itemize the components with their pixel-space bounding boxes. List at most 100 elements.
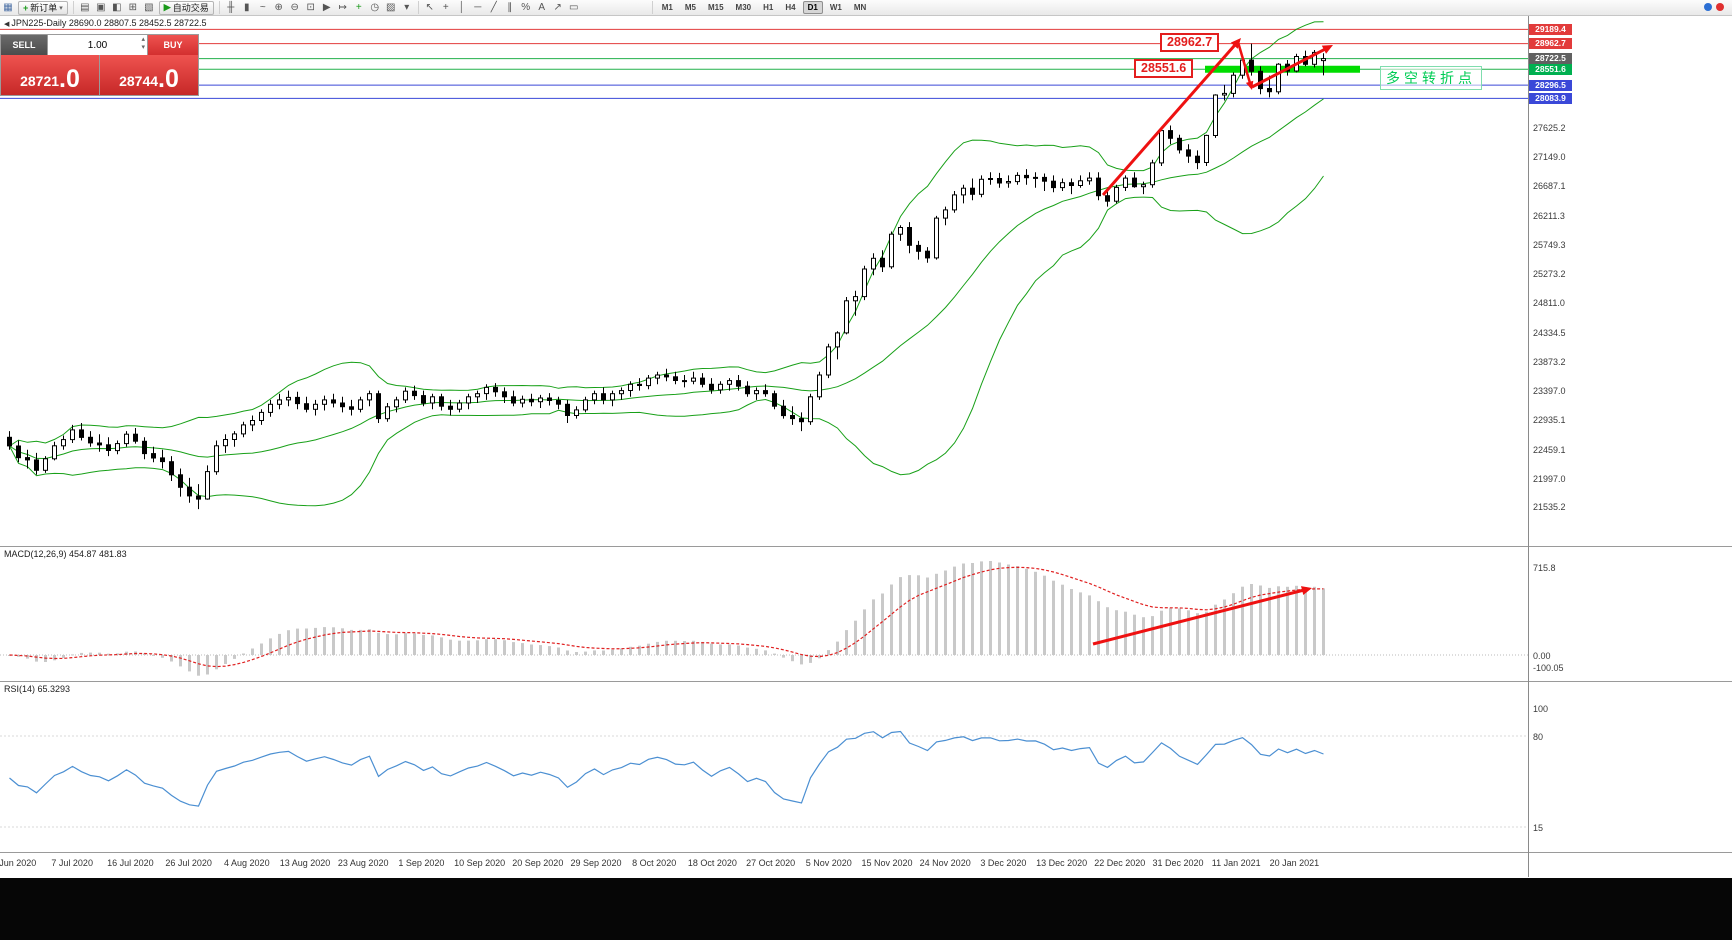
chart-shift-icon[interactable]: ↦ [338,2,347,13]
auto-trading-button[interactable]: ▶ 自动交易 [158,0,214,15]
pivot-note-label[interactable]: 多空转折点 [1380,66,1482,90]
price-badge: 28551.6 [1529,63,1572,75]
lot-size-field[interactable]: 1.00 ▴ ▾ [47,35,148,55]
zoom-out-icon[interactable]: ⊖ [290,2,299,13]
macd-axis[interactable]: 715.8 0.00 -100.05 [1528,547,1588,681]
zoom-in-icon[interactable]: ⊕ [274,2,283,13]
macd-signal-line [9,566,1324,668]
date-axis[interactable]: 8 Jun 2020 7 Jul 2020 16 Jul 2020 26 Jul 20… [0,853,1732,878]
chevron-down-icon: ▾ [59,4,63,12]
timeframe-h4[interactable]: H4 [785,3,796,12]
macd-arrow[interactable] [1092,586,1312,646]
navigator-icon[interactable]: ◧ [112,2,122,13]
buy-price-frac: .0 [158,65,179,93]
bar-chart-icon[interactable]: ╫ [227,2,235,13]
toolbar-corner-icons [1702,2,1726,13]
buy-price-main: 28744 [119,73,159,89]
date-label: 22 Dec 2020 [1094,858,1146,868]
price-tick: 22459.1 [1533,444,1566,455]
bottom-black-bar [0,878,1732,940]
alert-icon[interactable] [1716,2,1724,11]
macd-tick: 715.8 [1533,562,1556,573]
lot-size-value: 1.00 [87,39,108,51]
date-label: 29 Sep 2020 [570,858,622,868]
resistance-price-label[interactable]: 28962.7 [1160,33,1220,52]
rsi-label: RSI(14) 65.3293 [4,684,71,694]
price-tick: 21997.0 [1533,473,1566,484]
price-tick: 24811.0 [1533,298,1565,309]
price-tick: 21535.2 [1533,502,1566,513]
timeframe-mn[interactable]: MN [853,3,867,12]
rsi-panel: RSI(14) 65.3293 100 80 15 [0,682,1732,852]
date-label: 31 Dec 2020 [1152,858,1204,868]
candlestick-chart-icon[interactable]: ▮ [243,2,250,13]
horizontal-lines[interactable] [0,28,1528,99]
templates-icon[interactable]: ▨ [386,2,396,13]
terminal-icon[interactable]: ⊞ [128,2,137,13]
macd-tick: -100.05 [1533,662,1564,673]
panel-separator[interactable] [0,546,1732,547]
date-label: 5 Nov 2020 [805,858,852,868]
date-label: 8 Jun 2020 [0,858,37,868]
line-chart-icon[interactable]: ~ [259,2,266,13]
rsi-axis[interactable]: 100 80 15 [1528,682,1588,852]
lot-increase-button[interactable]: ▴ [141,36,145,43]
chevron-down-icon[interactable]: ▾ [404,2,410,13]
sell-price-main: 28721 [20,73,60,89]
price-badge: 28296.5 [1529,79,1572,91]
timeframe-m15[interactable]: M15 [707,3,724,12]
connection-status-icon[interactable] [1704,2,1712,11]
new-order-button[interactable]: + 新订单 ▾ [18,0,68,15]
indicators-icon[interactable]: + [355,2,362,13]
pivot-price-label[interactable]: 28551.6 [1134,59,1194,78]
price-tick: 27149.0 [1533,152,1566,163]
panel-separator[interactable] [0,681,1732,682]
cursor-icon[interactable]: ↖ [425,2,434,13]
timeframe-m1[interactable]: M1 [661,3,673,12]
candlesticks [7,43,1326,510]
chart-title-text: JPN225-Daily 28690.0 28807.5 28452.5 287… [11,18,207,28]
sell-button[interactable]: SELL [1,35,47,55]
buy-button[interactable]: BUY [148,35,198,55]
timeframe-d1[interactable]: D1 [802,1,823,14]
rsi-svg[interactable] [0,682,1528,852]
vertical-line-icon[interactable]: │ [458,2,465,13]
price-tick: 26211.3 [1533,210,1565,221]
date-label: 7 Jul 2020 [51,858,93,868]
auto-scroll-icon[interactable]: ▶ [322,2,331,13]
sell-price[interactable]: 28721.0 [1,55,99,95]
new-order-icon: + [23,2,29,13]
timeframe-m5[interactable]: M5 [684,3,696,12]
price-badge: 28722.5 [1529,53,1572,65]
shapes-icon[interactable]: ▭ [569,2,579,13]
collapse-icon[interactable]: ◀ [4,21,10,28]
market-watch-icon[interactable]: ▤ [80,2,90,13]
timeframe-m30[interactable]: M30 [735,3,752,12]
text-tool-icon[interactable]: A [538,2,546,13]
channel-icon[interactable]: ∥ [507,2,513,13]
date-label: 15 Nov 2020 [861,858,913,868]
auto-trading-label: 自动交易 [172,3,209,13]
price-axis[interactable]: 27625.2 27149.0 26687.1 26211.3 25749.3 25273… [1528,16,1588,546]
periods-dropdown-icon[interactable]: ◷ [370,2,380,13]
macd-panel: MACD(12,26,9) 454.87 481.83 715.8 0.00 -10… [0,547,1732,681]
fibonacci-icon[interactable]: % [521,2,531,13]
crosshair-icon[interactable]: + [442,2,449,13]
strategy-tester-icon[interactable]: ▧ [144,2,154,13]
trendline-icon[interactable]: ╱ [490,2,497,13]
macd-tick: 0.00 [1533,650,1551,661]
timeframe-h1[interactable]: H1 [763,3,774,12]
app-chart-icon[interactable]: ▦ [3,2,13,13]
new-order-label: 新订单 [30,3,58,13]
horizontal-line-icon[interactable]: ─ [474,2,482,13]
cascade-windows-icon[interactable]: ⊡ [306,2,315,13]
main-chart-svg[interactable] [0,16,1528,546]
macd-svg[interactable] [0,547,1528,681]
buy-price[interactable]: 28744.0 [100,55,198,95]
trend-arrows[interactable] [1101,38,1333,196]
data-window-icon[interactable]: ▣ [96,2,106,13]
timeframe-w1[interactable]: W1 [829,3,842,12]
lot-decrease-button[interactable]: ▾ [141,44,145,51]
arrow-tool-icon[interactable]: ↗ [553,2,562,13]
price-badge: 28962.7 [1529,38,1572,50]
